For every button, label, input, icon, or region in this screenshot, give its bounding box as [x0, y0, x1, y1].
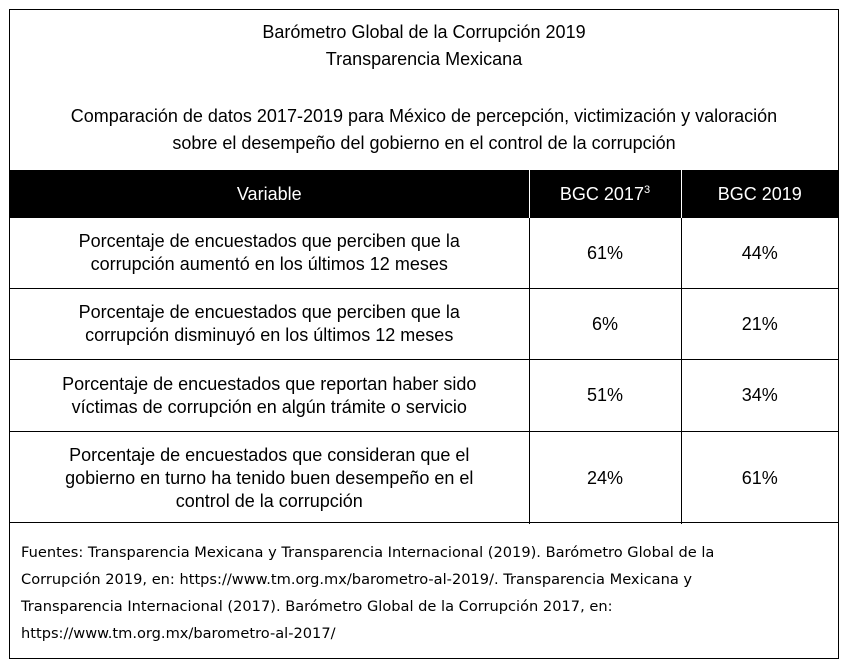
- column-header-label: BGC 2017: [559, 183, 644, 204]
- variable-text-line: gobierno en turno ha tenido buen desempe…: [65, 467, 474, 488]
- footnote-line: Transparencia Internacional (2017). Baró…: [21, 598, 613, 615]
- document-header: Barómetro Global de la Corrupción 2019 T…: [10, 10, 838, 170]
- column-header-label: Variable: [236, 183, 302, 204]
- table-row: Porcentaje de encuestados que consideran…: [10, 431, 838, 524]
- subtitle-line-2: sobre el desempeño del gobierno en el co…: [172, 133, 676, 153]
- bgc-2017-cell: 61%: [528, 218, 681, 289]
- variable-text-line: Porcentaje de encuestados que consideran…: [69, 444, 470, 465]
- title-line-1: Barómetro Global de la Corrupción 2019: [262, 22, 586, 42]
- bgc-2019-cell: 61%: [680, 431, 838, 524]
- variable-text-line: corrupción aumentó en los últimos 12 mes…: [90, 254, 448, 274]
- footnote-line: Fuentes: Transparencia Mexicana y Transp…: [21, 544, 715, 561]
- variable-text-line: Porcentaje de encuestados que reportan h…: [62, 373, 477, 394]
- variable-text-line: control de la corrupción: [175, 490, 363, 511]
- variable-cell: Porcentaje de encuestados que perciben q…: [10, 288, 529, 360]
- title-line-2: Transparencia Mexicana: [325, 49, 523, 69]
- bgc-2017-cell: 24%: [528, 431, 681, 524]
- footnote-line: Corrupción 2019, en: https://www.tm.org.…: [21, 571, 693, 588]
- column-header-variable: Variable: [10, 170, 529, 218]
- column-header-label: BGC 2019: [717, 183, 802, 204]
- bgc-2019-cell: 44%: [680, 218, 838, 289]
- bgc-2017-cell: 51%: [528, 359, 681, 432]
- column-header-bgc-2017: BGC 20173: [528, 170, 681, 218]
- variable-text-line: Porcentaje de encuestados que perciben q…: [78, 231, 460, 251]
- variable-cell: Porcentaje de encuestados que consideran…: [10, 431, 529, 524]
- bgc-2019-cell: 34%: [680, 359, 838, 432]
- subtitle-line-1: Comparación de datos 2017-2019 para Méxi…: [70, 106, 778, 126]
- table-row: Porcentaje de encuestados que perciben q…: [10, 218, 838, 289]
- variable-text-line: Porcentaje de encuestados que perciben q…: [78, 302, 460, 322]
- document-frame: Barómetro Global de la Corrupción 2019 T…: [9, 9, 839, 659]
- variable-text-line: víctimas de corrupción en algún trámite …: [71, 396, 467, 417]
- variable-cell: Porcentaje de encuestados que reportan h…: [10, 359, 529, 432]
- table-header-row: Variable BGC 20173 BGC 2019: [10, 170, 838, 218]
- column-header-bgc-2019: BGC 2019: [680, 170, 838, 218]
- table-row: Porcentaje de encuestados que perciben q…: [10, 288, 838, 360]
- bgc-2019-cell: 21%: [680, 288, 838, 360]
- comparison-table: Variable BGC 20173 BGC 2019 Porcentaje d…: [10, 170, 838, 524]
- bgc-2017-cell: 6%: [528, 288, 681, 360]
- footnote-marker: 3: [643, 183, 651, 196]
- table-row: Porcentaje de encuestados que reportan h…: [10, 359, 838, 432]
- sources-footnote: Fuentes: Transparencia Mexicana y Transp…: [10, 522, 838, 660]
- variable-cell: Porcentaje de encuestados que perciben q…: [10, 218, 529, 289]
- variable-text-line: corrupción disminuyó en los últimos 12 m…: [85, 325, 454, 345]
- footnote-line: https://www.tm.org.mx/barometro-al-2017/: [21, 625, 336, 642]
